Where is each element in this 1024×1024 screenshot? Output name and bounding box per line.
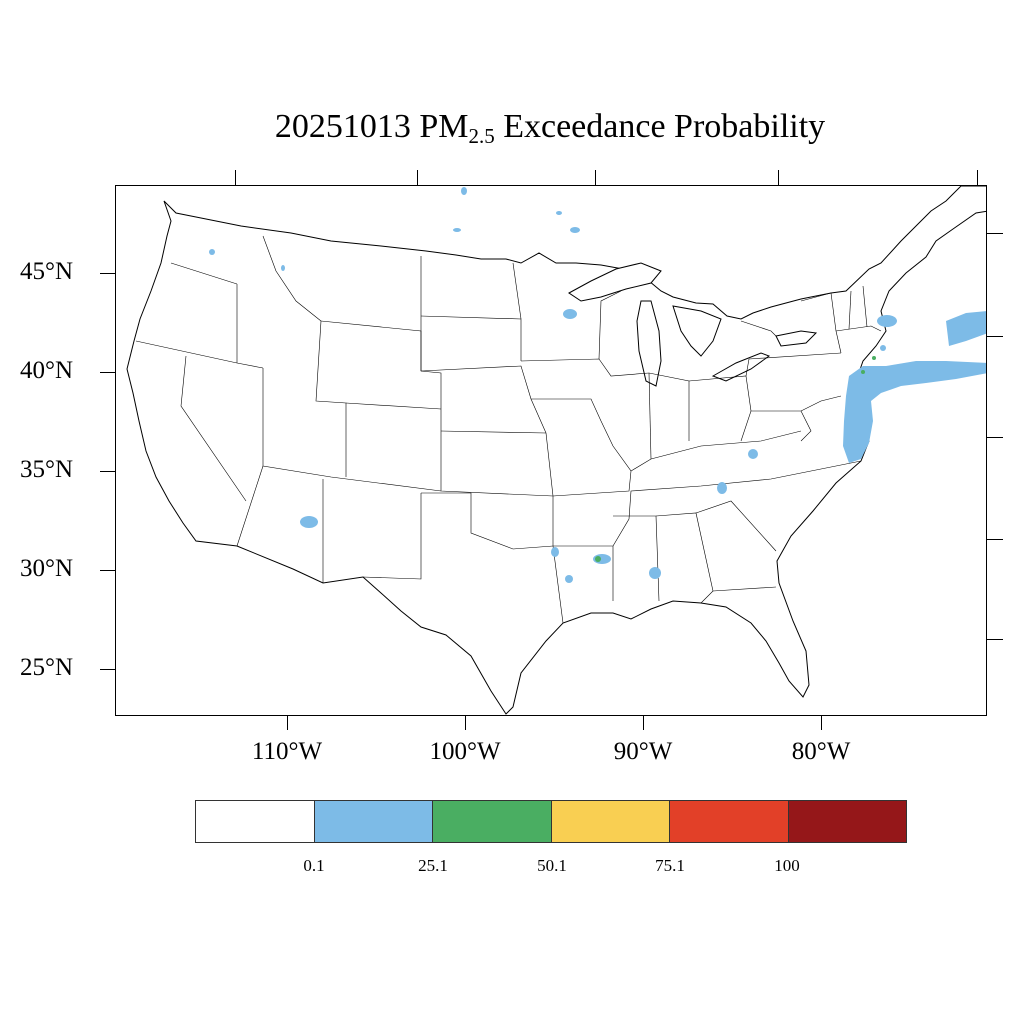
lon-label-100w: 100°W (429, 738, 501, 765)
lat-label-45: 45°N (20, 258, 74, 285)
probability-regions-mid (595, 356, 876, 562)
lon-label-80w: 80°W (791, 738, 851, 765)
title-pm-subscript: 2.5 (468, 124, 495, 148)
lat-label-40: 40°N (20, 357, 74, 384)
probability-regions (209, 187, 986, 583)
colorbar-segment (788, 801, 906, 842)
left-tick (100, 471, 115, 472)
right-tick (987, 437, 1003, 438)
colorbar-label: 0.1 (303, 856, 325, 875)
prob-region-low (556, 211, 562, 215)
prob-region-low (453, 228, 461, 232)
lake-ontario (775, 330, 818, 347)
prob-region-mid (595, 556, 601, 562)
colorbar-label: 100 (774, 856, 800, 875)
colorbar-segment (196, 801, 315, 842)
lat-label-35: 35°N (20, 456, 74, 483)
right-tick (987, 233, 1003, 234)
lake-huron (672, 305, 722, 357)
left-tick (100, 372, 115, 373)
prob-region-mid (861, 370, 865, 374)
prob-region-low (300, 516, 318, 528)
prob-region-low (563, 309, 577, 319)
prob-region-low (461, 187, 467, 195)
top-tick (595, 170, 596, 185)
prob-region-low (565, 575, 573, 583)
title-pm: PM (419, 108, 469, 145)
top-tick (778, 170, 779, 185)
prob-region-low (551, 547, 559, 557)
top-tick (235, 170, 236, 185)
prob-region-low (877, 315, 897, 327)
lake-superior (568, 262, 662, 302)
bottom-tick (465, 716, 466, 730)
prob-region-low (880, 345, 886, 351)
colorbar (195, 800, 907, 843)
lake-michigan (636, 300, 662, 387)
colorbar-label: 25.1 (418, 856, 448, 875)
prob-region-low (570, 227, 580, 233)
map-title: 20251013 PM2.5 Exceedance Probability (0, 108, 1024, 149)
lon-label-90w: 90°W (613, 738, 673, 765)
top-tick (417, 170, 418, 185)
lon-label-110w: 110°W (251, 738, 323, 765)
right-tick (987, 639, 1003, 640)
prob-region-low (281, 265, 285, 271)
colorbar-segment (551, 801, 670, 842)
prob-region-low (209, 249, 215, 255)
left-tick (100, 669, 115, 670)
prob-region-mid (872, 356, 876, 360)
top-tick (977, 170, 978, 185)
us-map (126, 186, 986, 715)
left-tick (100, 570, 115, 571)
colorbar-label: 75.1 (655, 856, 685, 875)
lat-label-30: 30°N (20, 555, 74, 582)
map-panel (115, 185, 987, 716)
prob-region-low (843, 361, 986, 463)
right-tick (987, 336, 1003, 337)
colorbar-label: 50.1 (537, 856, 567, 875)
title-date: 20251013 (274, 108, 411, 145)
prob-region-low (717, 482, 727, 494)
colorbar-segment (314, 801, 433, 842)
prob-region-low (946, 311, 986, 346)
prob-region-low (649, 567, 661, 579)
lat-label-25: 25°N (20, 654, 74, 681)
left-tick (100, 273, 115, 274)
lake-erie (711, 352, 771, 382)
right-tick (987, 539, 1003, 540)
colorbar-segment (433, 801, 552, 842)
prob-region-low (748, 449, 758, 459)
bottom-tick (821, 716, 822, 730)
bottom-tick (643, 716, 644, 730)
title-rest: Exceedance Probability (503, 108, 826, 145)
bottom-tick (287, 716, 288, 730)
colorbar-segment (670, 801, 789, 842)
